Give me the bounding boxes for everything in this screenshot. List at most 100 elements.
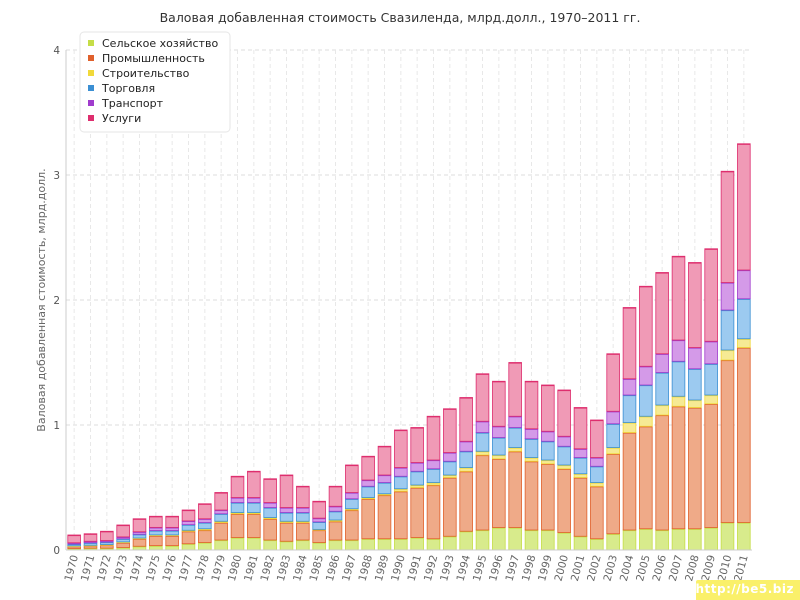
legend-item-4[interactable]: Торговля bbox=[101, 82, 155, 95]
bar-segment-5[interactable] bbox=[377, 474, 392, 483]
bar-segment-6[interactable] bbox=[426, 415, 441, 461]
bar-segment-1[interactable] bbox=[296, 539, 310, 551]
bar-segment-4[interactable] bbox=[704, 363, 718, 396]
bar-segment-6[interactable] bbox=[475, 373, 490, 422]
bar-segment-6[interactable] bbox=[279, 474, 294, 508]
bar-segment-5[interactable] bbox=[557, 435, 571, 447]
bar-segment-3[interactable] bbox=[655, 404, 669, 416]
bar-segment-4[interactable] bbox=[410, 470, 424, 486]
bar-segment-6[interactable] bbox=[345, 464, 359, 493]
bar-segment-1[interactable] bbox=[622, 529, 637, 551]
bar-segment-1[interactable] bbox=[394, 538, 408, 551]
bar-segment-1[interactable] bbox=[328, 539, 343, 551]
bar-segment-6[interactable] bbox=[230, 475, 245, 498]
bar-segment-6[interactable] bbox=[590, 419, 604, 458]
bar-segment-2[interactable] bbox=[214, 522, 228, 541]
bar-segment-6[interactable] bbox=[443, 408, 457, 453]
bar-segment-1[interactable] bbox=[492, 527, 506, 551]
bar-segment-2[interactable] bbox=[149, 535, 163, 547]
bar-segment-6[interactable] bbox=[83, 533, 98, 542]
bar-segment-4[interactable] bbox=[573, 457, 588, 475]
bar-segment-1[interactable] bbox=[426, 538, 441, 551]
bar-segment-2[interactable] bbox=[263, 518, 277, 541]
bar-segment-4[interactable] bbox=[312, 521, 326, 530]
legend-item-2[interactable]: Промышленность bbox=[102, 52, 205, 65]
bar-segment-6[interactable] bbox=[181, 509, 196, 522]
bar-segment-3[interactable] bbox=[704, 394, 718, 405]
bar-segment-4[interactable] bbox=[557, 445, 571, 466]
bar-segment-3[interactable] bbox=[622, 422, 637, 433]
bar-segment-6[interactable] bbox=[410, 427, 424, 463]
bar-segment-6[interactable] bbox=[704, 248, 718, 342]
bar-segment-1[interactable] bbox=[198, 542, 212, 551]
bar-segment-1[interactable] bbox=[459, 530, 473, 551]
bar-segment-4[interactable] bbox=[263, 507, 277, 518]
bar-segment-4[interactable] bbox=[459, 450, 473, 468]
bar-segment-1[interactable] bbox=[524, 529, 539, 551]
bar-segment-6[interactable] bbox=[149, 515, 163, 528]
bar-segment-5[interactable] bbox=[688, 347, 702, 370]
bar-segment-6[interactable] bbox=[606, 353, 620, 412]
bar-segment-6[interactable] bbox=[737, 143, 751, 271]
bar-segment-2[interactable] bbox=[443, 477, 457, 537]
bar-segment-6[interactable] bbox=[508, 362, 522, 417]
bar-segment-1[interactable] bbox=[214, 539, 228, 551]
bar-segment-2[interactable] bbox=[704, 403, 718, 528]
bar-segment-4[interactable] bbox=[508, 427, 522, 448]
bar-segment-4[interactable] bbox=[214, 513, 228, 522]
bar-segment-2[interactable] bbox=[573, 477, 588, 537]
bar-segment-1[interactable] bbox=[573, 535, 588, 551]
bar-segment-6[interactable] bbox=[100, 530, 114, 541]
bar-segment-6[interactable] bbox=[573, 407, 588, 450]
bar-segment-5[interactable] bbox=[590, 457, 604, 467]
bar-segment-2[interactable] bbox=[181, 530, 196, 545]
bar-segment-2[interactable] bbox=[345, 509, 359, 541]
bar-segment-5[interactable] bbox=[443, 452, 457, 462]
bar-segment-1[interactable] bbox=[279, 540, 294, 551]
bar-segment-2[interactable] bbox=[639, 425, 653, 530]
bar-segment-4[interactable] bbox=[345, 498, 359, 510]
bar-segment-1[interactable] bbox=[606, 533, 620, 551]
bar-segment-4[interactable] bbox=[230, 502, 245, 513]
bar-segment-2[interactable] bbox=[492, 458, 506, 528]
bar-segment-4[interactable] bbox=[622, 394, 637, 423]
bar-segment-6[interactable] bbox=[688, 262, 702, 348]
bar-segment-4[interactable] bbox=[247, 502, 261, 513]
bar-segment-4[interactable] bbox=[737, 298, 751, 340]
bar-segment-5[interactable] bbox=[426, 459, 441, 470]
bar-segment-2[interactable] bbox=[524, 460, 539, 531]
bar-segment-4[interactable] bbox=[720, 309, 735, 351]
bar-segment-1[interactable] bbox=[312, 542, 326, 551]
bar-segment-6[interactable] bbox=[361, 455, 375, 481]
bar-segment-1[interactable] bbox=[704, 527, 718, 551]
bar-segment-4[interactable] bbox=[426, 468, 441, 483]
bar-segment-6[interactable] bbox=[492, 380, 506, 427]
bar-segment-5[interactable] bbox=[475, 420, 490, 433]
bar-segment-2[interactable] bbox=[312, 529, 326, 543]
bar-segment-1[interactable] bbox=[737, 522, 751, 551]
bar-segment-2[interactable] bbox=[198, 529, 212, 543]
bar-segment-4[interactable] bbox=[328, 510, 343, 521]
bar-segment-2[interactable] bbox=[296, 522, 310, 541]
bar-segment-4[interactable] bbox=[443, 460, 457, 476]
bar-segment-4[interactable] bbox=[541, 440, 555, 461]
bar-segment-1[interactable] bbox=[475, 529, 490, 551]
bar-segment-6[interactable] bbox=[557, 389, 571, 437]
bar-segment-5[interactable] bbox=[508, 415, 522, 428]
bar-segment-4[interactable] bbox=[590, 465, 604, 483]
bar-segment-5[interactable] bbox=[459, 440, 473, 452]
bar-segment-6[interactable] bbox=[524, 380, 539, 430]
bar-segment-2[interactable] bbox=[671, 405, 686, 530]
bar-segment-1[interactable] bbox=[247, 537, 261, 551]
bar-segment-2[interactable] bbox=[590, 485, 604, 540]
bar-segment-6[interactable] bbox=[655, 272, 669, 355]
bar-segment-6[interactable] bbox=[720, 170, 735, 283]
bar-segment-1[interactable] bbox=[590, 538, 604, 551]
bar-segment-2[interactable] bbox=[410, 487, 424, 538]
bar-segment-5[interactable] bbox=[573, 448, 588, 458]
bar-segment-2[interactable] bbox=[247, 513, 261, 538]
bar-segment-6[interactable] bbox=[198, 503, 212, 520]
bar-segment-3[interactable] bbox=[688, 399, 702, 408]
bar-segment-4[interactable] bbox=[671, 360, 686, 397]
legend-item-1[interactable]: Сельское хозяйство bbox=[102, 37, 218, 50]
